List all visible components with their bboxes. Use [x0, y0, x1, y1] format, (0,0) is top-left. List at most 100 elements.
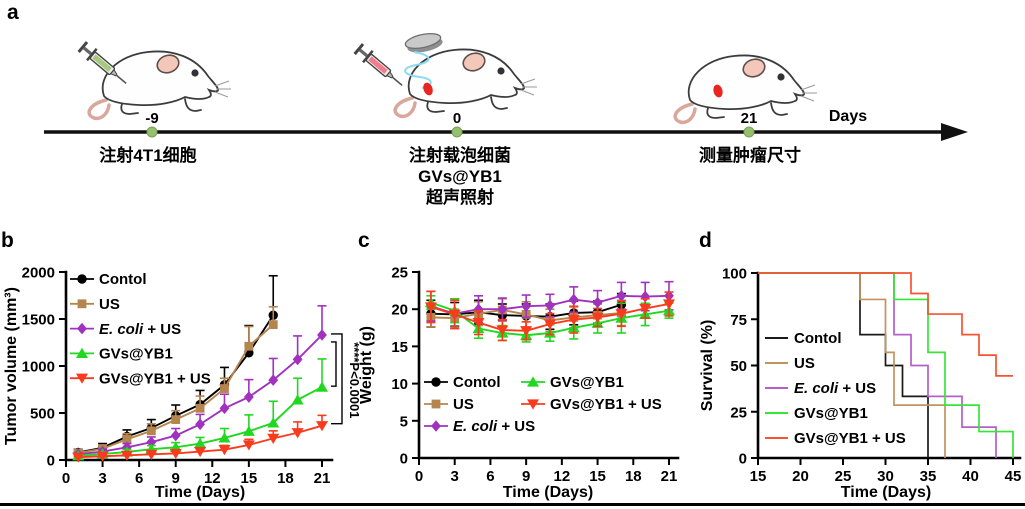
legend-label: GVs@YB1 + US [550, 396, 662, 413]
marker-triangle-up [267, 417, 280, 428]
y-tick-label: 25 [391, 265, 408, 282]
legend-label: Contol [99, 271, 146, 288]
marker-diamond [545, 299, 555, 312]
panel-letter-c: c [358, 229, 370, 252]
panel-letter-a: a [7, 1, 19, 24]
x-tick-label: 45 [1005, 468, 1022, 485]
legend-label: GVs@YB1 + US [794, 430, 906, 447]
legend-label: US [453, 396, 474, 413]
x-tick-label: 3 [451, 468, 459, 485]
tumor-icon [713, 84, 723, 98]
y-tick-label: 20 [391, 302, 408, 319]
x-tick-label: 35 [920, 468, 937, 485]
marker-square [220, 384, 229, 393]
y-tick-label: 75 [730, 312, 747, 329]
marker-circle [77, 274, 87, 284]
marker-square [77, 299, 87, 309]
axes: 0 5 10 15 20 25 0 3 6 9 12 15 18 21 Time (Days) Weight … [358, 265, 680, 501]
y-axis-label: Tumor volume (mm³) [3, 287, 20, 445]
marker-diamond [268, 374, 279, 386]
axes: 0 25 50 75 100 15 20 25 30 35 40 45 Time (Days) Survi… [699, 266, 1021, 502]
marker-circle [431, 377, 441, 387]
survival-curve [758, 272, 997, 458]
syringe-icon [352, 41, 408, 92]
y-tick-label: 100 [722, 266, 747, 283]
marker-triangle-down [591, 312, 604, 323]
timeline-dot-minus9 [146, 126, 158, 138]
y-tick-label: 500 [30, 406, 55, 423]
ultrasound-transducer-icon [404, 32, 443, 53]
series-US [758, 272, 946, 458]
x-tick-label: 12 [554, 468, 571, 485]
x-tick-label: 18 [277, 470, 294, 487]
marker-diamond [77, 322, 87, 335]
marker-diamond [431, 420, 441, 432]
x-tick-label: 9 [522, 468, 530, 485]
y-tick-label: 10 [391, 376, 408, 393]
timeline-day-21: 21 [740, 110, 758, 127]
marker-diamond [243, 391, 254, 403]
x-tick-label: 21 [314, 470, 331, 487]
marker-triangle-down [496, 325, 509, 336]
comparison-bracket [331, 341, 337, 387]
legend: Contol US E. coli + US GVs@YB1 GVs@YB1 + US [424, 374, 662, 435]
marker-diamond [568, 293, 579, 306]
significance-annotation: ****P<0.0001 [331, 333, 362, 425]
marker-diamond [521, 300, 532, 313]
marker-diamond [616, 290, 627, 302]
x-tick-label: 40 [962, 468, 979, 485]
event-label-measure-tumor: 测量肿瘤尺寸 [699, 146, 801, 165]
marker-triangle-down [145, 449, 158, 460]
timeline-dot-21 [743, 126, 755, 138]
y-tick-label: 15 [391, 339, 408, 356]
tumor-icon [423, 82, 433, 96]
legend-label: E. coli + US [99, 321, 181, 338]
legend-label: Contol [453, 374, 500, 391]
x-tick-label: 18 [625, 468, 642, 485]
ultrasound-waves-icon [404, 51, 432, 89]
marker-triangle-up [316, 381, 328, 392]
marker-square [431, 399, 441, 409]
chart-weight: 0 5 10 15 20 25 0 3 6 9 12 15 18 21 Time (Days) Weight … [358, 265, 680, 501]
y-tick-label: 1500 [22, 312, 55, 329]
x-tick-label: 9 [172, 470, 180, 487]
legend-label: E. coli + US [453, 418, 535, 435]
mouse-icon [87, 49, 233, 121]
series-US [73, 305, 278, 458]
event-label-inject-gvs: 注射载泡细菌 GVs@YB1 超声照射 [409, 145, 511, 208]
mouse-icon [673, 53, 819, 125]
y-tick-label: 0 [47, 453, 55, 470]
marker-triangle-up [194, 437, 207, 449]
x-tick-label: 15 [241, 470, 258, 487]
series-GVs@YB1 + US [72, 414, 328, 463]
marker-square [195, 403, 205, 413]
marker-diamond [219, 402, 230, 415]
x-tick-label: 25 [835, 468, 852, 485]
x-tick-label: 21 [661, 468, 678, 485]
survival-curve [758, 272, 1013, 377]
marker-triangle-up [76, 347, 88, 358]
y-axis-label: Weight (g) [358, 326, 375, 404]
y-tick-label: 50 [730, 358, 747, 375]
legend-label: US [794, 355, 815, 372]
x-tick-label: 30 [877, 468, 894, 485]
marker-triangle-down [567, 315, 580, 326]
timeline-days-label: Days [828, 108, 868, 125]
event-label-line1: 注射载泡细菌 [409, 146, 511, 165]
marker-square [171, 415, 181, 424]
timeline-arrow-icon [941, 123, 968, 141]
marker-diamond [170, 429, 181, 442]
axes: 0 500 1000 1500 2000 0 3 6 9 12 15 18 21 Time (Days) T… [3, 265, 334, 501]
marker-triangle-up [291, 394, 304, 405]
timeline-dot-0 [451, 126, 463, 138]
legend-label: GVs@YB1 [550, 374, 624, 391]
x-tick-label: 0 [415, 468, 423, 485]
legend-label: US [99, 296, 120, 313]
series-E. coli + US [758, 272, 997, 458]
marker-triangle-down [615, 309, 628, 320]
survival-curve [758, 272, 1014, 458]
marker-triangle-down [169, 448, 182, 460]
marker-triangle-down [639, 303, 652, 315]
marker-triangle-down [472, 317, 485, 329]
